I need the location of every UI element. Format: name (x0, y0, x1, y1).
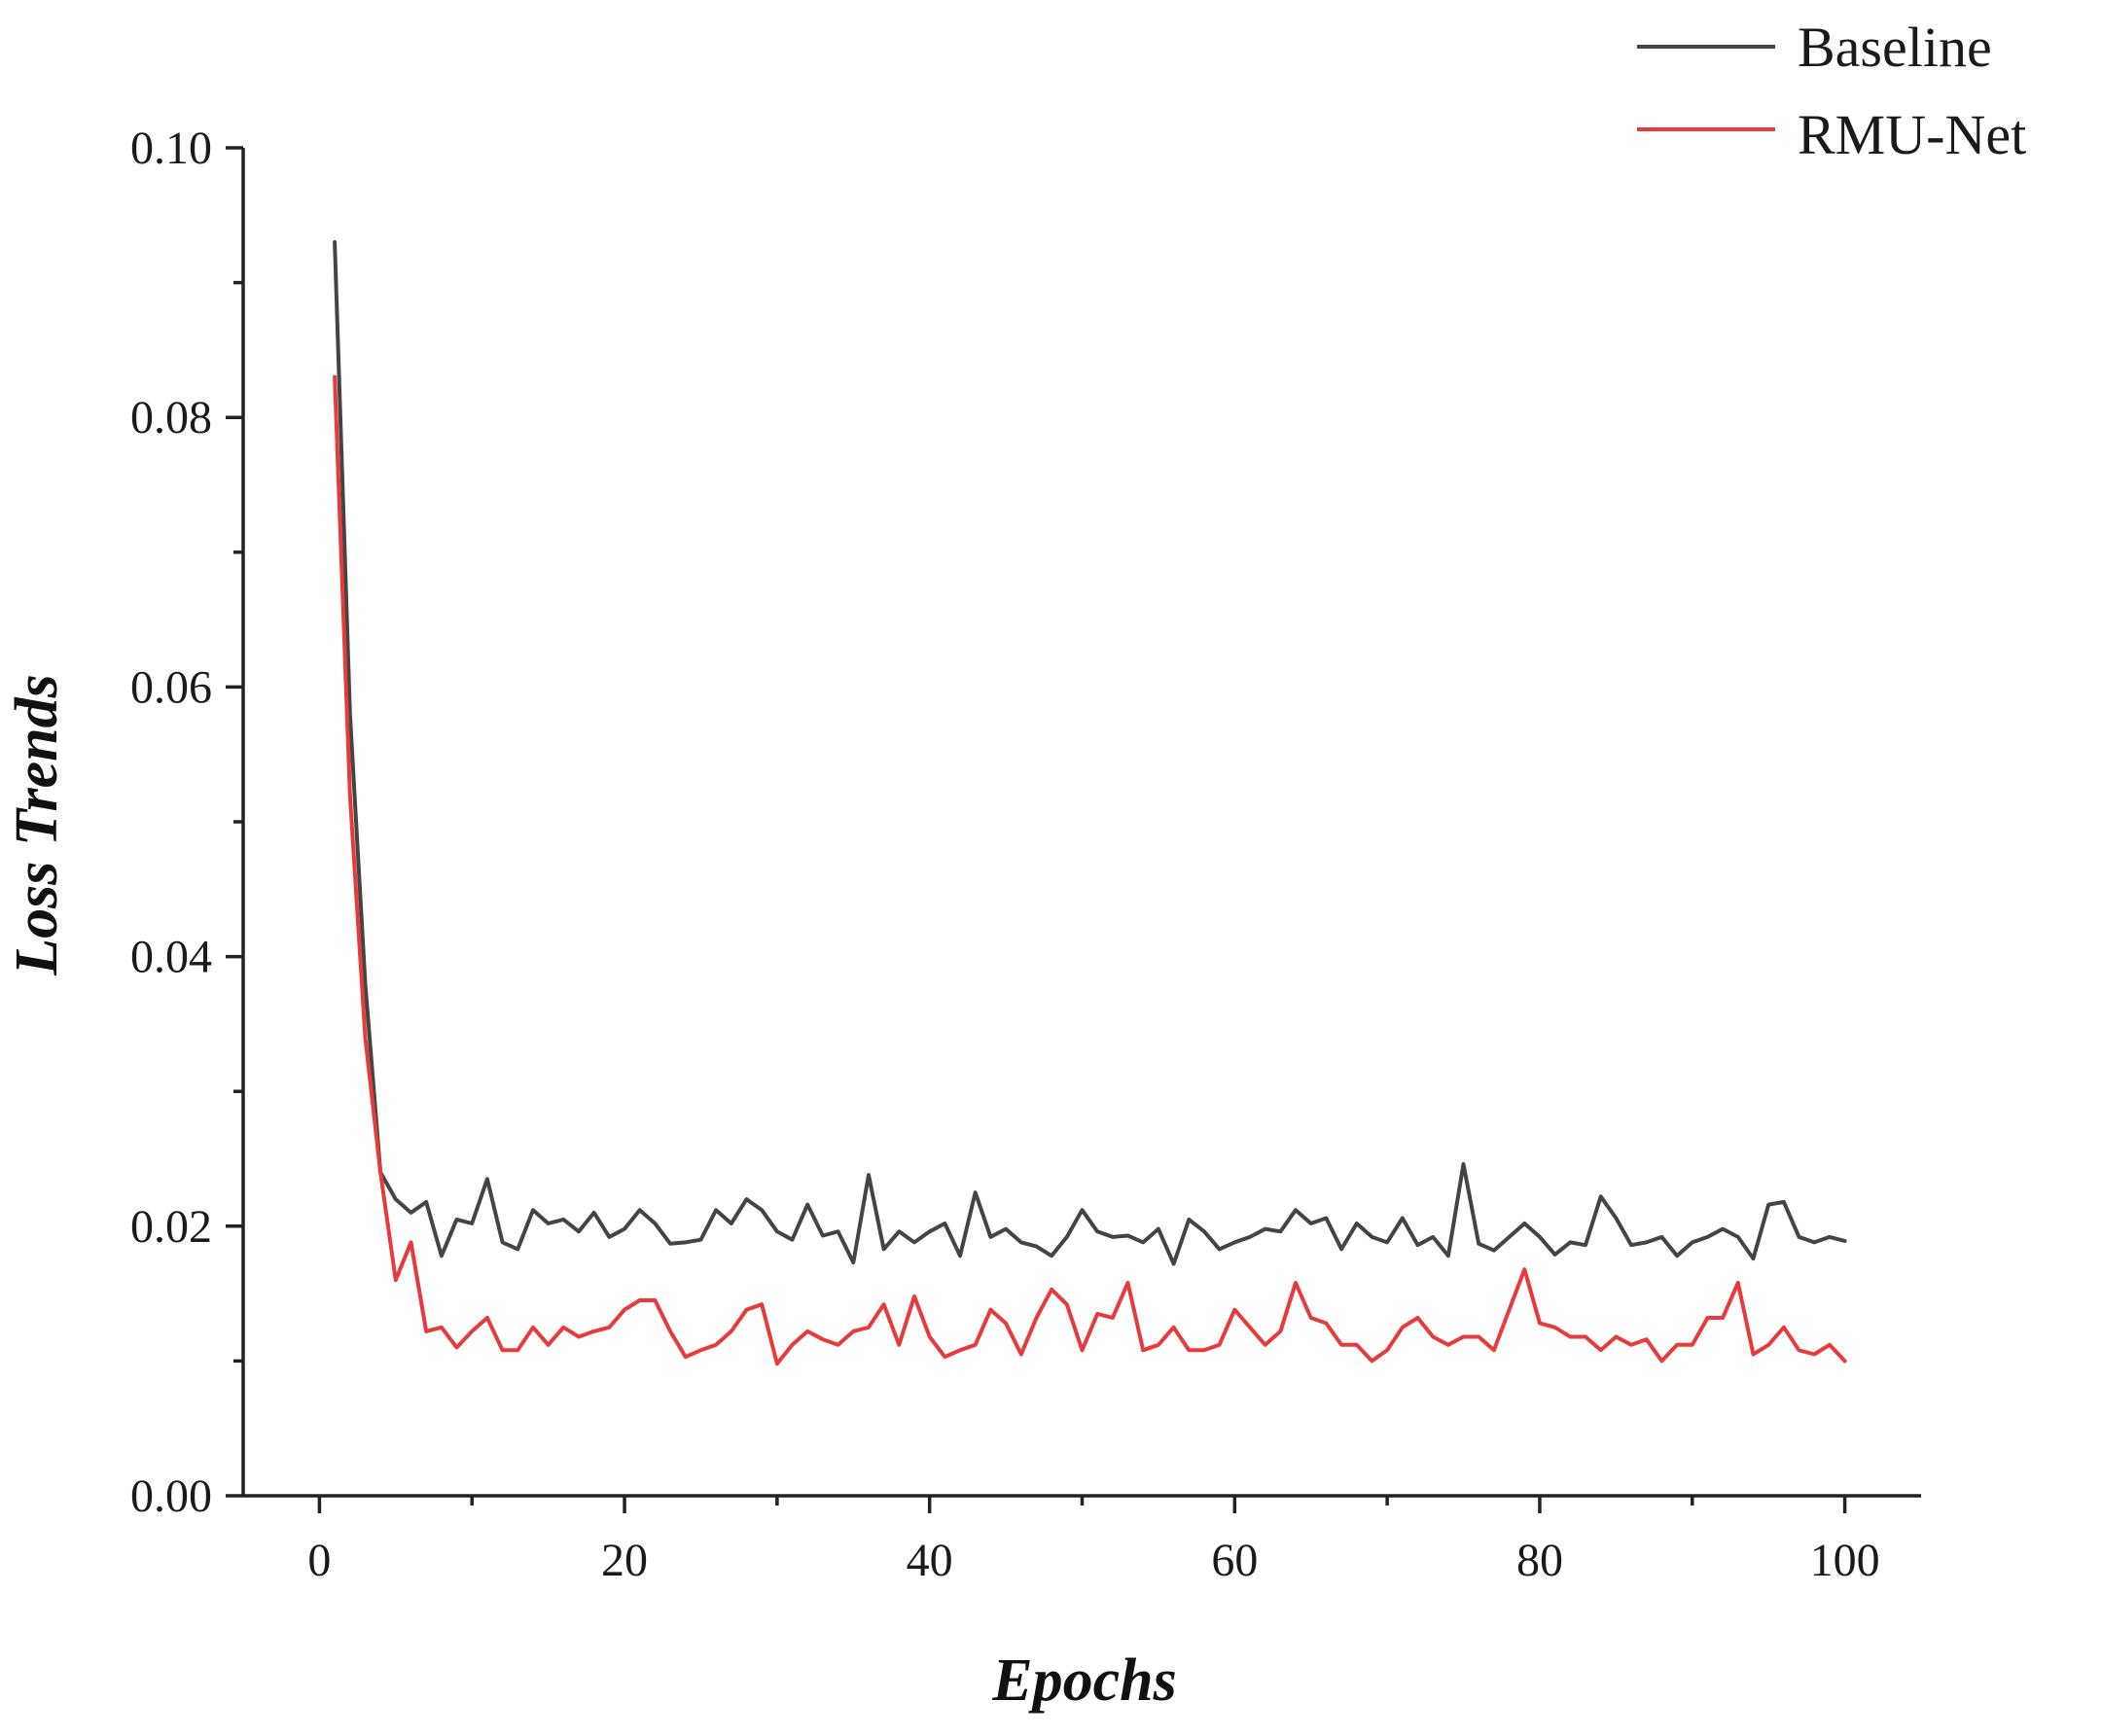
legend: Baseline RMU-Net (1637, 16, 2026, 166)
x-tick-label: 40 (907, 1535, 953, 1586)
axes (241, 148, 1921, 1498)
series-line-rmu-net (333, 374, 1847, 1366)
series-layer (333, 240, 1847, 1366)
y-tick-label: 0.06 (130, 661, 212, 713)
x-ticks: 0 20 40 60 80 100 (307, 1496, 1880, 1586)
y-tick-label: 0.00 (130, 1470, 212, 1522)
y-axis-title: Loss Trends (4, 674, 70, 975)
legend-label-rmu-net: RMU-Net (1798, 103, 2026, 166)
series-line-baseline (333, 240, 1847, 1266)
x-tick-label: 20 (601, 1535, 648, 1586)
y-tick-label: 0.08 (130, 392, 212, 443)
x-tick-label: 100 (1810, 1535, 1880, 1586)
x-tick-label: 80 (1516, 1535, 1563, 1586)
legend-label-baseline: Baseline (1798, 16, 1992, 79)
x-tick-label: 0 (307, 1535, 331, 1586)
y-tick-label: 0.10 (130, 123, 212, 174)
y-ticks: 0.00 0.02 0.04 0.06 0.08 0.10 (130, 123, 243, 1522)
x-tick-label: 60 (1211, 1535, 1258, 1586)
y-tick-label: 0.04 (130, 932, 212, 983)
x-axis-title: Epochs (991, 1647, 1176, 1714)
y-tick-label: 0.02 (130, 1201, 212, 1253)
